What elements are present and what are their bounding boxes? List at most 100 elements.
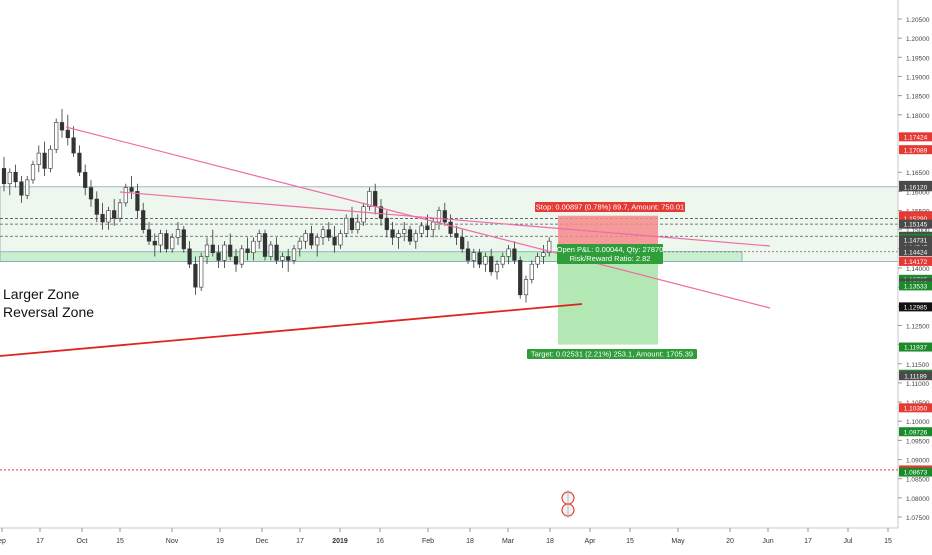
y-tick-label: 1.08000 (906, 496, 930, 503)
candle-body (541, 252, 546, 257)
price-badge-bg (899, 467, 932, 477)
stop-label: Stop: 0.00897 (0.78%) 89.7, Amount: 750.… (536, 203, 684, 212)
candle-body (425, 225, 430, 230)
candle-body (25, 179, 30, 196)
price-badge: 1.14172 (904, 259, 928, 266)
price-badge: 1.15145 (904, 222, 928, 229)
candle-body (152, 240, 157, 246)
candle-body (297, 240, 302, 250)
candle-body (547, 240, 552, 253)
x-tick-label: 17 (36, 538, 44, 545)
y-tick-label: 1.20500 (906, 17, 930, 24)
candle-body (228, 244, 233, 257)
candle-body (77, 152, 82, 173)
price-badge-bg (899, 403, 932, 413)
candle-body (465, 248, 471, 261)
trendline-pink-lower (119, 191, 771, 247)
candle-body (442, 210, 447, 223)
candle-body (204, 244, 210, 257)
x-tick-label: 18 (546, 538, 554, 545)
price-badge-bg (899, 132, 932, 142)
candle-body (373, 191, 378, 208)
event-flag-icon[interactable] (561, 490, 575, 518)
candle-body (71, 137, 76, 154)
x-tick-label: Jul (844, 538, 853, 545)
y-tick-label: 1.11000 (906, 381, 929, 388)
x-tick-label: ep (0, 538, 6, 545)
price-badge-bg (899, 256, 932, 266)
y-tick-label: 1.09500 (906, 438, 930, 445)
candle-body (36, 152, 41, 165)
price-badge: 1.11189 (904, 373, 927, 380)
price-badge: 1.09726 (904, 429, 928, 436)
candle-body (59, 122, 65, 131)
y-tick-label: 1.15000 (906, 228, 930, 235)
x-tick-label: Oct (77, 538, 88, 545)
candle-body (135, 191, 140, 211)
price-badge-bg (899, 219, 932, 229)
price-badge: 1.13533 (904, 283, 928, 290)
price-badge: 1.17089 (904, 147, 928, 154)
candle-body (402, 229, 407, 234)
price-badge: 1.10350 (904, 405, 928, 412)
candle-body (7, 171, 12, 185)
candle-body (42, 152, 47, 169)
candle-body (460, 237, 465, 250)
candle-body (535, 256, 540, 265)
candle-body (506, 248, 511, 257)
x-tick-label: Mar (502, 538, 515, 545)
target-label: Target: 0.02531 (2.21%) 253.1, Amount: 1… (531, 350, 693, 359)
candle-body (291, 248, 297, 261)
price-badge: 1.14424 (904, 249, 928, 256)
price-badge-bg (899, 302, 932, 312)
candle-body (170, 237, 175, 250)
candle-body (129, 187, 134, 192)
y-tick-label: 1.09000 (906, 458, 930, 465)
candle-body (303, 233, 308, 242)
x-tick-label: Nov (166, 538, 179, 545)
x-tick-label: 16 (376, 538, 384, 545)
y-tick-label: 1.16500 (906, 170, 930, 177)
price-badge-bg (899, 182, 932, 192)
candle-body (48, 148, 53, 169)
price-badge-bg (899, 214, 932, 224)
candle-body (30, 164, 36, 181)
x-tick-label: Jun (762, 538, 773, 545)
y-tick-label: 1.19000 (906, 74, 930, 81)
candle-body (361, 206, 366, 223)
price-badge: 1.14731 (904, 238, 928, 245)
y-tick-label: 1.16000 (906, 189, 930, 196)
candle-body (187, 248, 192, 265)
candle-body (367, 191, 372, 208)
candle-body (88, 187, 94, 200)
y-tick-label: 1.14000 (906, 266, 930, 273)
candle-body (117, 202, 123, 219)
candle-body (344, 217, 349, 234)
candle-body (471, 252, 476, 261)
y-tick-label: 1.12500 (906, 323, 930, 330)
candle-body (100, 214, 105, 223)
candle-body (193, 263, 198, 288)
x-tick-label: 19 (216, 538, 224, 545)
candle-body (419, 225, 424, 234)
x-tick-label: 2019 (332, 538, 348, 545)
candle-body (436, 210, 442, 223)
price-badge: 1.08673 (904, 470, 928, 477)
y-tick-label: 1.20000 (906, 36, 930, 43)
candle-body (19, 181, 24, 196)
candles (1, 109, 552, 303)
candle-body (378, 206, 384, 219)
y-tick-label: 1.08500 (906, 477, 930, 484)
candle-body (390, 229, 395, 238)
candle-body (315, 237, 320, 246)
y-tick-label: 1.19500 (906, 55, 930, 62)
candle-body (54, 122, 59, 150)
candle-body (512, 248, 517, 261)
price-badge-bg (899, 342, 932, 352)
candle-body (262, 233, 268, 257)
candle-body (65, 129, 70, 139)
candle-body (158, 233, 163, 246)
x-tick-label: Feb (422, 538, 434, 545)
